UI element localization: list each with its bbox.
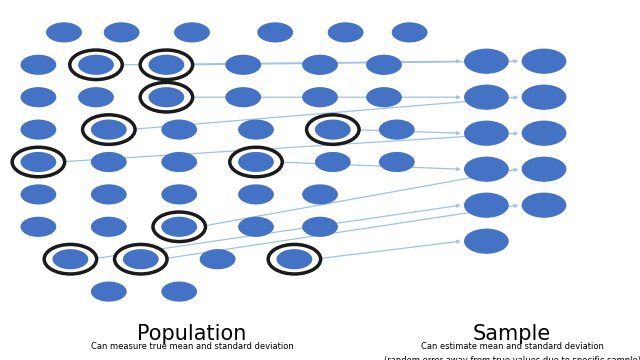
Circle shape xyxy=(302,87,338,107)
Circle shape xyxy=(20,184,56,204)
Circle shape xyxy=(522,49,566,74)
Circle shape xyxy=(225,87,261,107)
Circle shape xyxy=(91,152,127,172)
Circle shape xyxy=(148,87,184,107)
Circle shape xyxy=(91,184,127,204)
Circle shape xyxy=(153,212,205,242)
Circle shape xyxy=(20,120,56,140)
Circle shape xyxy=(91,120,127,140)
Circle shape xyxy=(366,87,402,107)
Circle shape xyxy=(161,152,197,172)
Circle shape xyxy=(238,152,274,172)
Circle shape xyxy=(148,55,184,75)
Circle shape xyxy=(20,152,56,172)
Circle shape xyxy=(161,184,197,204)
Circle shape xyxy=(161,120,197,140)
Circle shape xyxy=(379,120,415,140)
Circle shape xyxy=(52,249,88,269)
Circle shape xyxy=(464,121,509,146)
Circle shape xyxy=(174,22,210,42)
Circle shape xyxy=(366,55,402,75)
Circle shape xyxy=(464,49,509,74)
Circle shape xyxy=(161,217,197,237)
Circle shape xyxy=(200,249,236,269)
Circle shape xyxy=(78,55,114,75)
Circle shape xyxy=(392,22,428,42)
Circle shape xyxy=(91,217,127,237)
Circle shape xyxy=(20,55,56,75)
Circle shape xyxy=(123,249,159,269)
Circle shape xyxy=(522,121,566,146)
Circle shape xyxy=(328,22,364,42)
Circle shape xyxy=(78,87,114,107)
Circle shape xyxy=(78,55,114,75)
Circle shape xyxy=(238,184,274,204)
Circle shape xyxy=(238,152,274,172)
Circle shape xyxy=(44,244,97,274)
Circle shape xyxy=(238,217,274,237)
Circle shape xyxy=(20,152,56,172)
Circle shape xyxy=(307,115,359,144)
Circle shape xyxy=(104,22,140,42)
Circle shape xyxy=(148,55,184,75)
Circle shape xyxy=(20,87,56,107)
Circle shape xyxy=(302,55,338,75)
Circle shape xyxy=(225,55,261,75)
Circle shape xyxy=(161,217,197,237)
Circle shape xyxy=(140,82,193,112)
Text: Population: Population xyxy=(138,324,246,344)
Circle shape xyxy=(522,85,566,110)
Circle shape xyxy=(230,147,282,177)
Text: Can measure true mean and standard deviation: Can measure true mean and standard devia… xyxy=(91,342,293,351)
Circle shape xyxy=(315,120,351,140)
Text: Can estimate mean and standard deviation: Can estimate mean and standard deviation xyxy=(420,342,604,351)
Circle shape xyxy=(302,217,338,237)
Circle shape xyxy=(238,120,274,140)
Circle shape xyxy=(464,229,509,254)
Circle shape xyxy=(464,157,509,182)
Text: Sample: Sample xyxy=(473,324,551,344)
Circle shape xyxy=(302,184,338,204)
Circle shape xyxy=(140,50,193,80)
Circle shape xyxy=(148,87,184,107)
Circle shape xyxy=(20,217,56,237)
Circle shape xyxy=(464,85,509,110)
Circle shape xyxy=(12,147,65,177)
Circle shape xyxy=(83,115,135,144)
Circle shape xyxy=(52,249,88,269)
Circle shape xyxy=(161,282,197,302)
Circle shape xyxy=(46,22,82,42)
Text: (random error away from true values due to specific sample): (random error away from true values due … xyxy=(383,356,640,360)
Circle shape xyxy=(91,120,127,140)
Circle shape xyxy=(315,152,351,172)
Circle shape xyxy=(522,157,566,182)
Circle shape xyxy=(268,244,321,274)
Circle shape xyxy=(276,249,312,269)
Circle shape xyxy=(464,193,509,218)
Circle shape xyxy=(91,282,127,302)
Circle shape xyxy=(257,22,293,42)
Circle shape xyxy=(115,244,167,274)
Circle shape xyxy=(276,249,312,269)
Circle shape xyxy=(70,50,122,80)
Circle shape xyxy=(522,193,566,218)
Circle shape xyxy=(123,249,159,269)
Circle shape xyxy=(379,152,415,172)
Circle shape xyxy=(315,120,351,140)
